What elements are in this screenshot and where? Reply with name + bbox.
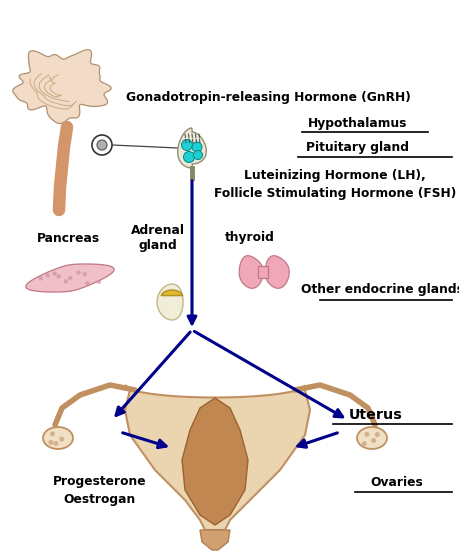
Circle shape (48, 440, 53, 445)
Polygon shape (161, 290, 182, 296)
Circle shape (59, 437, 64, 442)
Circle shape (183, 151, 194, 162)
Polygon shape (182, 398, 247, 525)
Circle shape (63, 279, 68, 284)
Circle shape (370, 438, 375, 443)
Text: Ovaries: Ovaries (370, 476, 422, 490)
Circle shape (50, 431, 55, 437)
Circle shape (68, 276, 72, 280)
Circle shape (181, 140, 192, 151)
Circle shape (364, 432, 369, 437)
Circle shape (52, 272, 57, 276)
Text: Pituitary gland: Pituitary gland (306, 141, 409, 155)
Text: Pancreas: Pancreas (36, 231, 99, 245)
Polygon shape (239, 256, 263, 288)
Polygon shape (26, 264, 114, 292)
Circle shape (361, 441, 366, 446)
Circle shape (82, 272, 87, 276)
Polygon shape (257, 266, 268, 278)
Text: Other endocrine glands: Other endocrine glands (300, 284, 459, 296)
Text: Uterus: Uterus (348, 408, 402, 422)
Text: Gonadotropin-releasing Hormone (GnRH): Gonadotropin-releasing Hormone (GnRH) (125, 92, 409, 104)
Text: thyroid: thyroid (224, 231, 274, 245)
Circle shape (39, 276, 43, 280)
Circle shape (191, 142, 202, 152)
Polygon shape (13, 50, 111, 124)
Circle shape (96, 279, 101, 284)
Text: Adrenal
gland: Adrenal gland (131, 224, 185, 252)
Circle shape (85, 281, 90, 285)
Circle shape (97, 140, 107, 150)
Polygon shape (157, 284, 183, 320)
Circle shape (53, 441, 58, 446)
Circle shape (76, 270, 81, 275)
Polygon shape (125, 385, 309, 530)
Circle shape (45, 273, 50, 278)
Ellipse shape (43, 427, 73, 449)
Text: Hypothalamus: Hypothalamus (308, 116, 407, 130)
Polygon shape (200, 530, 230, 550)
Ellipse shape (356, 427, 386, 449)
Circle shape (193, 151, 202, 160)
Circle shape (374, 432, 379, 437)
Polygon shape (265, 256, 289, 288)
Text: Progesterone
Oestrogan: Progesterone Oestrogan (53, 475, 146, 506)
Text: Luteinizing Hormone (LH),
Follicle Stimulating Hormone (FSH): Luteinizing Hormone (LH), Follicle Stimu… (213, 169, 455, 200)
Polygon shape (177, 128, 206, 168)
Circle shape (56, 274, 61, 279)
